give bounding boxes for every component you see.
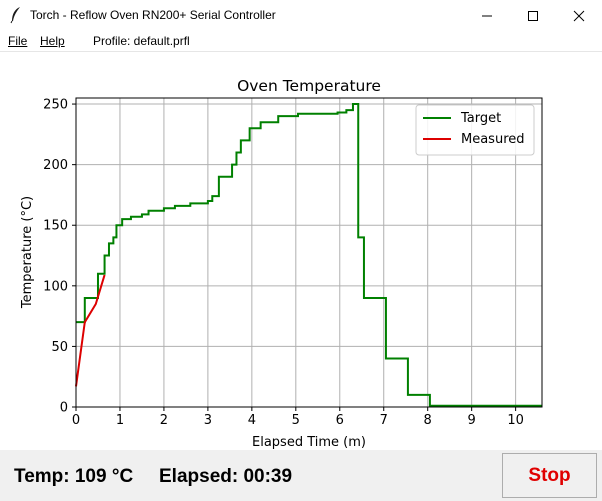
minimize-icon	[482, 15, 492, 16]
x-tick-label: 7	[380, 413, 388, 428]
menu-help[interactable]: Help	[40, 34, 65, 48]
title-bar[interactable]: Torch - Reflow Oven RN200+ Serial Contro…	[0, 0, 602, 31]
status-bar: Temp: 109 °C Elapsed: 00:39	[0, 450, 602, 501]
x-tick-label: 4	[248, 413, 256, 428]
chart-title: Oven Temperature	[237, 77, 381, 95]
legend-target-label: Target	[460, 111, 501, 126]
maximize-button[interactable]	[510, 0, 556, 31]
window-title: Torch - Reflow Oven RN200+ Serial Contro…	[30, 8, 276, 22]
x-tick-label: 5	[292, 413, 300, 428]
y-tick-label: 200	[43, 158, 68, 173]
chart-legend: Target Measured	[415, 104, 535, 156]
measured-series-line	[75, 274, 106, 387]
menu-file[interactable]: File	[8, 34, 27, 48]
minimize-button[interactable]	[464, 0, 510, 31]
menu-file-label: File	[8, 34, 28, 48]
elapsed-readout: Elapsed: 00:39	[159, 466, 293, 487]
maximize-icon	[528, 10, 538, 21]
menu-help-label: Help	[40, 34, 65, 48]
x-axis-label: Elapsed Time (m)	[252, 435, 366, 450]
y-tick-label: 50	[51, 340, 68, 355]
y-tick-label: 150	[43, 219, 68, 234]
x-tick-label: 6	[336, 413, 344, 428]
close-icon	[573, 10, 585, 21]
feather-icon	[10, 7, 20, 24]
x-tick-label: 8	[424, 413, 432, 428]
stop-button[interactable]: Stop	[502, 453, 597, 498]
y-tick-label: 250	[43, 98, 68, 113]
x-tick-label: 2	[160, 413, 168, 428]
x-tick-label: 9	[468, 413, 476, 428]
x-tick-label: 3	[204, 413, 212, 428]
target-series-line	[76, 103, 542, 407]
profile-label: Profile: default.prfl	[93, 34, 190, 48]
axes-frame	[75, 97, 543, 408]
x-tick-label: 1	[116, 413, 124, 428]
temperature-readout: Temp: 109 °C	[14, 466, 134, 487]
y-tick-label: 0	[60, 401, 68, 416]
menu-bar: File Help Profile: default.prfl	[0, 31, 602, 52]
legend-measured-label: Measured	[461, 132, 525, 147]
y-axis-label: Temperature (°C)	[20, 196, 35, 309]
close-button[interactable]	[556, 0, 602, 31]
x-tick-label: 10	[507, 413, 524, 428]
x-tick-label: 0	[72, 413, 80, 428]
plot-area: 0 1 2 3 4 5 6 7 8 9 10 0 50 100 150 200 250 Oven Tempera…	[0, 52, 602, 450]
series-lines	[75, 103, 542, 407]
y-tick-label: 100	[43, 279, 68, 294]
